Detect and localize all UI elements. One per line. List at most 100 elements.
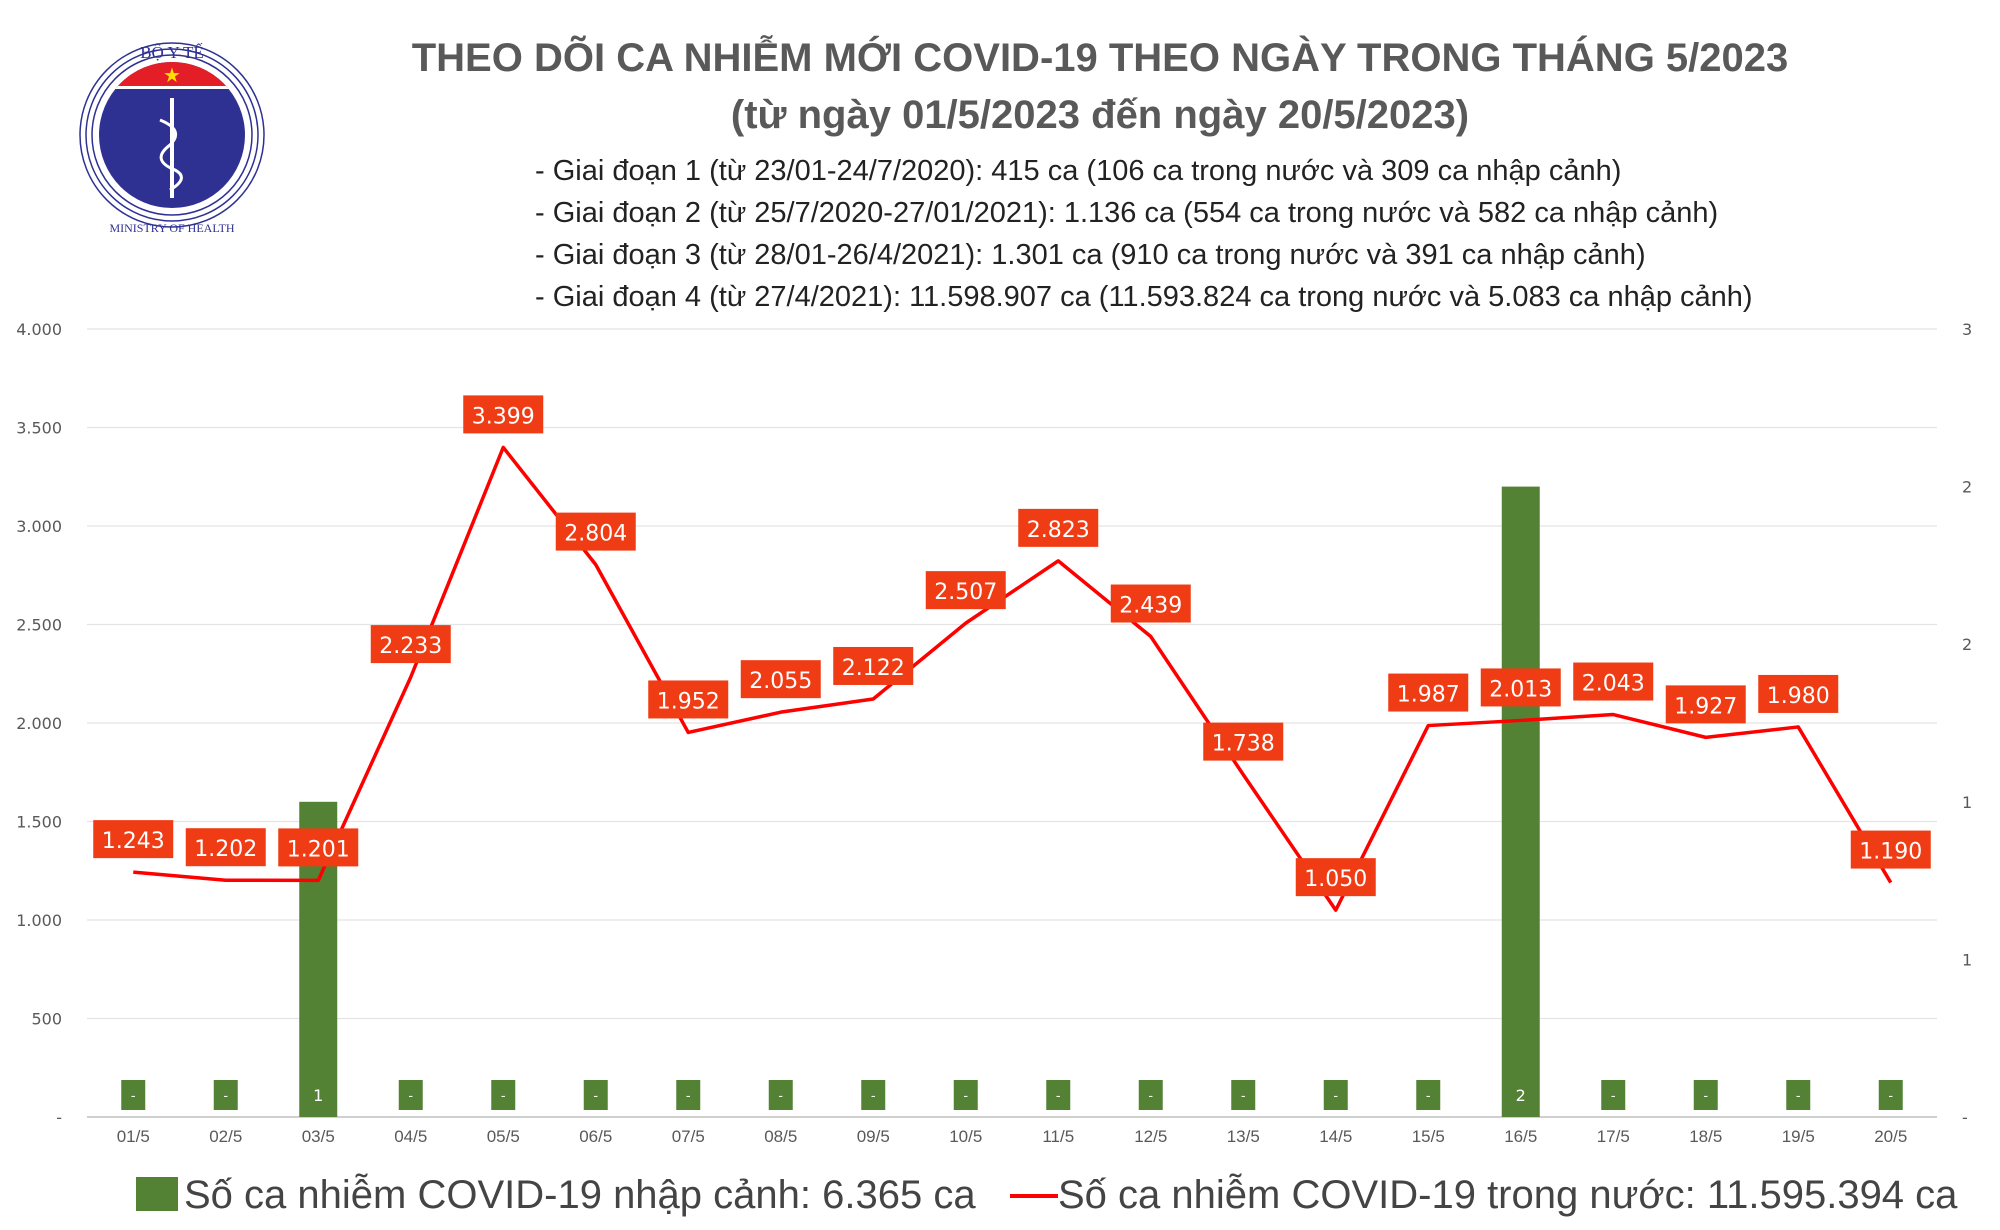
legend: Số ca nhiễm COVID-19 nhập cảnh: 6.365 ca… <box>136 1172 1958 1217</box>
x-axis-tick: 15/5 <box>1412 1127 1445 1146</box>
left-axis-tick: 500 <box>31 1010 62 1029</box>
line-data-label: 2.055 <box>749 669 812 694</box>
legend-label-bar: Số ca nhiễm COVID-19 nhập cảnh: 6.365 ca <box>184 1172 976 1217</box>
bar-data-label: - <box>593 1089 598 1104</box>
left-axis-tick: 1.500 <box>16 813 62 832</box>
right-axis-tick: 2 <box>1962 635 1972 654</box>
x-axis-tick: 08/5 <box>764 1127 797 1146</box>
x-axis-tick: 03/5 <box>302 1127 335 1146</box>
bar-data-label: 2 <box>1516 1086 1526 1105</box>
logo-text-top: BỘ Y TẾ <box>140 43 204 62</box>
line-data-label-box <box>278 828 359 867</box>
x-axis-tick: 04/5 <box>394 1127 427 1146</box>
line-data-label: 1.202 <box>194 837 257 862</box>
x-axis-tick: 02/5 <box>209 1127 242 1146</box>
left-axis-tick: 4.000 <box>16 320 62 339</box>
line-data-label: 1.050 <box>1304 867 1367 892</box>
x-axis-tick: 17/5 <box>1597 1127 1630 1146</box>
x-axis-tick: 13/5 <box>1227 1127 1260 1146</box>
line-data-label: 1.980 <box>1767 684 1830 709</box>
line-data-label-box <box>833 646 914 685</box>
bar-data-label-box <box>398 1080 423 1110</box>
phase-summary-item: - Giai đoạn 1 (từ 23/01-24/7/2020): 415 … <box>535 155 1621 187</box>
left-axis-tick: 2.500 <box>16 616 62 635</box>
line-data-label-box <box>1018 508 1099 547</box>
bar-data-label-box <box>953 1080 978 1110</box>
line-data-label-box <box>463 395 544 434</box>
line-data-label-box <box>740 660 821 699</box>
bar-data-label: - <box>408 1089 413 1104</box>
bar-data-label: - <box>131 1089 136 1104</box>
phase-summary-list: - Giai đoạn 1 (từ 23/01-24/7/2020): 415 … <box>535 155 1753 313</box>
line-data-label: 2.233 <box>379 634 442 659</box>
bar-data-label-box <box>1878 1080 1903 1110</box>
bar-data-label: - <box>501 1089 506 1104</box>
right-axis-tick: 1 <box>1962 793 1972 812</box>
chart-subtitle: (từ ngày 01/5/2023 đến ngày 20/5/2023) <box>731 93 1469 137</box>
line-data-label: 2.507 <box>934 580 997 605</box>
bar-data-label-box <box>121 1080 146 1110</box>
line-data-label-box <box>93 820 174 859</box>
bar-series: - - 1 - - - - - - - - - - - - 2 - - - - <box>121 486 1903 1118</box>
line-data-label: 2.013 <box>1489 677 1552 702</box>
line-data-label: 2.122 <box>842 656 905 681</box>
line-data-label-box <box>1480 668 1561 707</box>
bar-data-label: - <box>778 1089 783 1104</box>
right-axis-tick: 2 <box>1962 478 1972 497</box>
phase-summary-item: - Giai đoạn 2 (từ 25/7/2020-27/01/2021):… <box>535 197 1718 229</box>
line-data-label-box <box>925 571 1006 610</box>
x-axis-tick: 10/5 <box>949 1127 982 1146</box>
x-axis-tick: 06/5 <box>579 1127 612 1146</box>
bar-data-label: - <box>1148 1089 1153 1104</box>
line-data-label-box <box>185 828 266 867</box>
x-axis-tick: 07/5 <box>672 1127 705 1146</box>
right-axis-tick: - <box>1962 1108 1968 1127</box>
bar-data-label-box <box>676 1080 701 1110</box>
x-axis-tick: 12/5 <box>1134 1127 1167 1146</box>
line-data-label: 3.399 <box>472 404 535 429</box>
legend-swatch-bar <box>136 1177 178 1211</box>
line-data-label: 2.804 <box>564 522 627 547</box>
bar-data-label: 1 <box>313 1086 323 1105</box>
x-axis-tick: 14/5 <box>1319 1127 1352 1146</box>
line-data-label-box <box>1573 662 1654 701</box>
bar-data-label: - <box>871 1089 876 1104</box>
left-axis-tick: - <box>56 1108 62 1127</box>
bar-data-label-box <box>768 1080 793 1110</box>
right-axis-tick: 3 <box>1962 320 1972 339</box>
bar-data-label-box <box>1601 1080 1626 1110</box>
line-data-label-box <box>648 680 729 719</box>
right-axis: - 1 1 2 2 3 <box>1962 320 1972 1127</box>
logo-text-bottom: MINISTRY OF HEALTH <box>109 221 234 235</box>
bar-data-label-box <box>1323 1080 1348 1110</box>
line-data-label: 2.823 <box>1027 518 1090 543</box>
line-data-label-box <box>1295 858 1376 897</box>
bar-data-label: - <box>1333 1089 1338 1104</box>
bar-data-label: - <box>963 1089 968 1104</box>
line-data-label-box <box>1203 722 1284 761</box>
legend-label-line: Số ca nhiễm COVID-19 trong nước: 11.595.… <box>1058 1172 1958 1217</box>
bar-data-label-box <box>1786 1080 1811 1110</box>
bar-data-label: - <box>686 1089 691 1104</box>
bar <box>1501 486 1540 1118</box>
x-axis-tick: 19/5 <box>1782 1127 1815 1146</box>
gridlines <box>87 328 1937 1118</box>
bar-data-label: - <box>1241 1089 1246 1104</box>
phase-summary-item: - Giai đoạn 4 (từ 27/4/2021): 11.598.907… <box>535 281 1753 313</box>
bar-data-label: - <box>1056 1089 1061 1104</box>
x-axis-tick: 18/5 <box>1689 1127 1722 1146</box>
x-axis-tick: 05/5 <box>487 1127 520 1146</box>
line-data-label-box <box>1758 674 1839 713</box>
line-data-label: 2.439 <box>1119 594 1182 619</box>
line-data-label: 1.987 <box>1397 683 1460 708</box>
bar-data-label: - <box>1611 1089 1616 1104</box>
line-data-label-box <box>1665 685 1746 724</box>
line-data-label: 1.927 <box>1674 694 1737 719</box>
bar-data-label: - <box>223 1089 228 1104</box>
left-axis-tick: 1.000 <box>16 911 62 930</box>
bar-data-label: - <box>1888 1089 1893 1104</box>
x-axis-tick: 20/5 <box>1874 1127 1907 1146</box>
line-data-label-box <box>1110 584 1191 623</box>
x-axis-tick: 16/5 <box>1504 1127 1537 1146</box>
ministry-of-health-logo: ★ BỘ Y TẾ MINISTRY OF HEALTH <box>79 42 265 235</box>
